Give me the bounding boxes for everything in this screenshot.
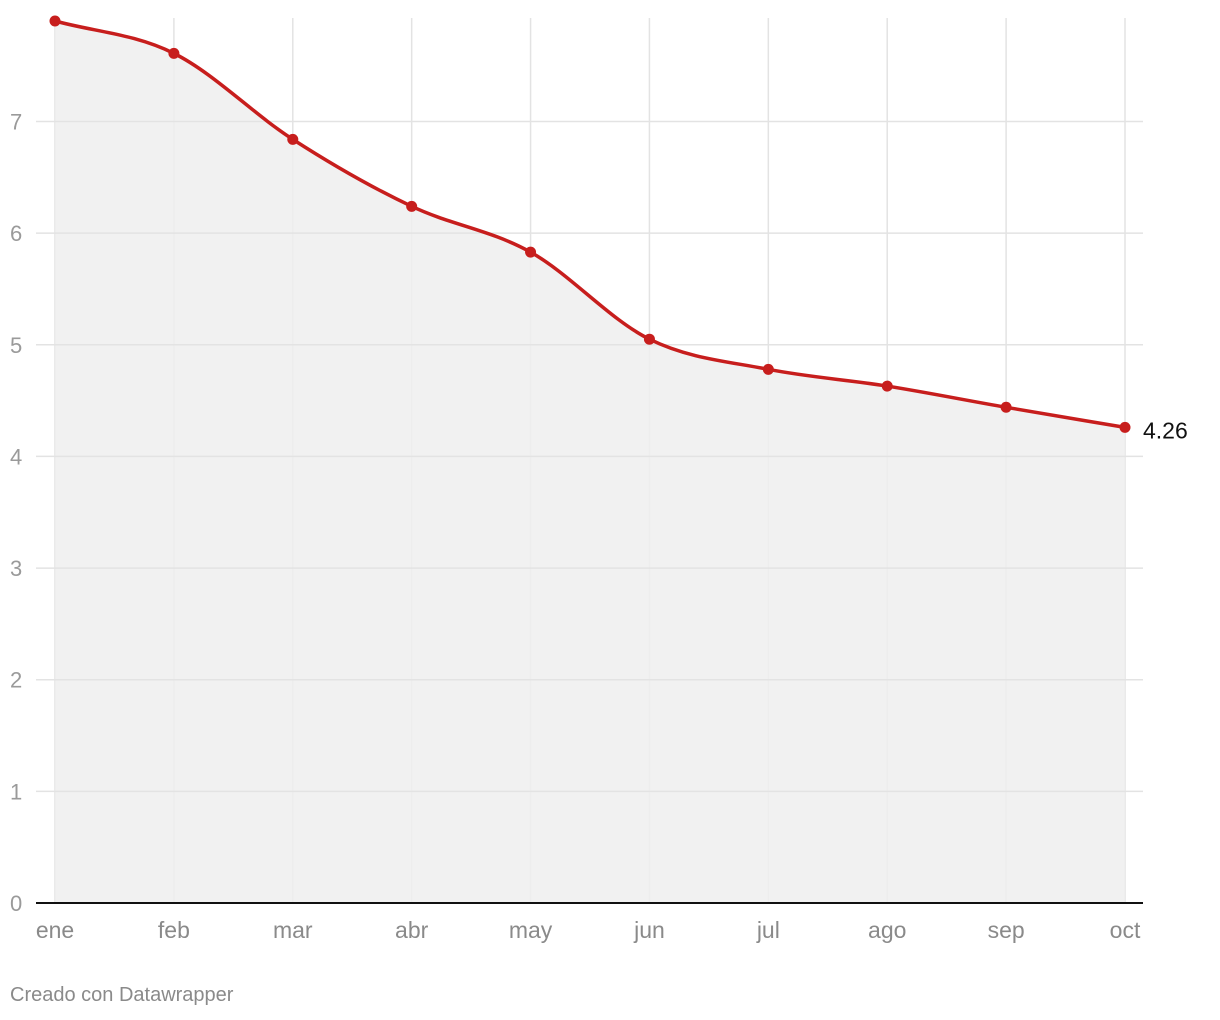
y-tick-label: 0 xyxy=(10,891,22,916)
x-tick-label: sep xyxy=(988,917,1025,943)
data-point[interactable] xyxy=(762,363,774,375)
y-tick-label: 5 xyxy=(10,333,22,358)
data-point[interactable] xyxy=(287,133,299,145)
data-point[interactable] xyxy=(49,15,61,27)
x-tick-label: ene xyxy=(36,917,74,943)
x-axis-tick-labels: ene feb mar abr may jun jul ago sep oct xyxy=(36,917,1141,943)
end-value-label: 4.26 xyxy=(1143,417,1188,443)
x-tick-label: ago xyxy=(868,917,906,943)
y-axis-tick-labels: 0 1 2 3 4 5 6 7 xyxy=(10,109,22,916)
horizontal-gridlines xyxy=(36,120,1143,793)
y-tick-label: 3 xyxy=(10,556,22,581)
y-tick-label: 2 xyxy=(10,668,22,693)
series-line xyxy=(53,19,1127,430)
x-tick-label: may xyxy=(509,917,553,943)
data-point[interactable] xyxy=(525,246,537,258)
data-point[interactable] xyxy=(643,333,655,345)
data-points xyxy=(49,15,1131,433)
x-tick-label: feb xyxy=(158,917,190,943)
y-tick-label: 1 xyxy=(10,779,22,804)
x-tick-label: jul xyxy=(756,917,780,943)
x-tick-label: abr xyxy=(395,917,429,943)
x-tick-label: jun xyxy=(633,917,665,943)
y-tick-label: 7 xyxy=(10,109,22,134)
x-tick-label: mar xyxy=(273,917,313,943)
y-tick-label: 4 xyxy=(10,444,22,469)
data-point[interactable] xyxy=(168,47,180,59)
data-point[interactable] xyxy=(1119,421,1131,433)
data-point[interactable] xyxy=(406,200,418,212)
y-tick-label: 6 xyxy=(10,221,22,246)
data-point[interactable] xyxy=(1000,401,1012,413)
x-tick-label: oct xyxy=(1110,917,1141,943)
data-point[interactable] xyxy=(881,380,893,392)
area-fill xyxy=(55,21,1125,903)
datawrapper-credit-link[interactable]: Creado con Datawrapper xyxy=(10,984,234,1006)
